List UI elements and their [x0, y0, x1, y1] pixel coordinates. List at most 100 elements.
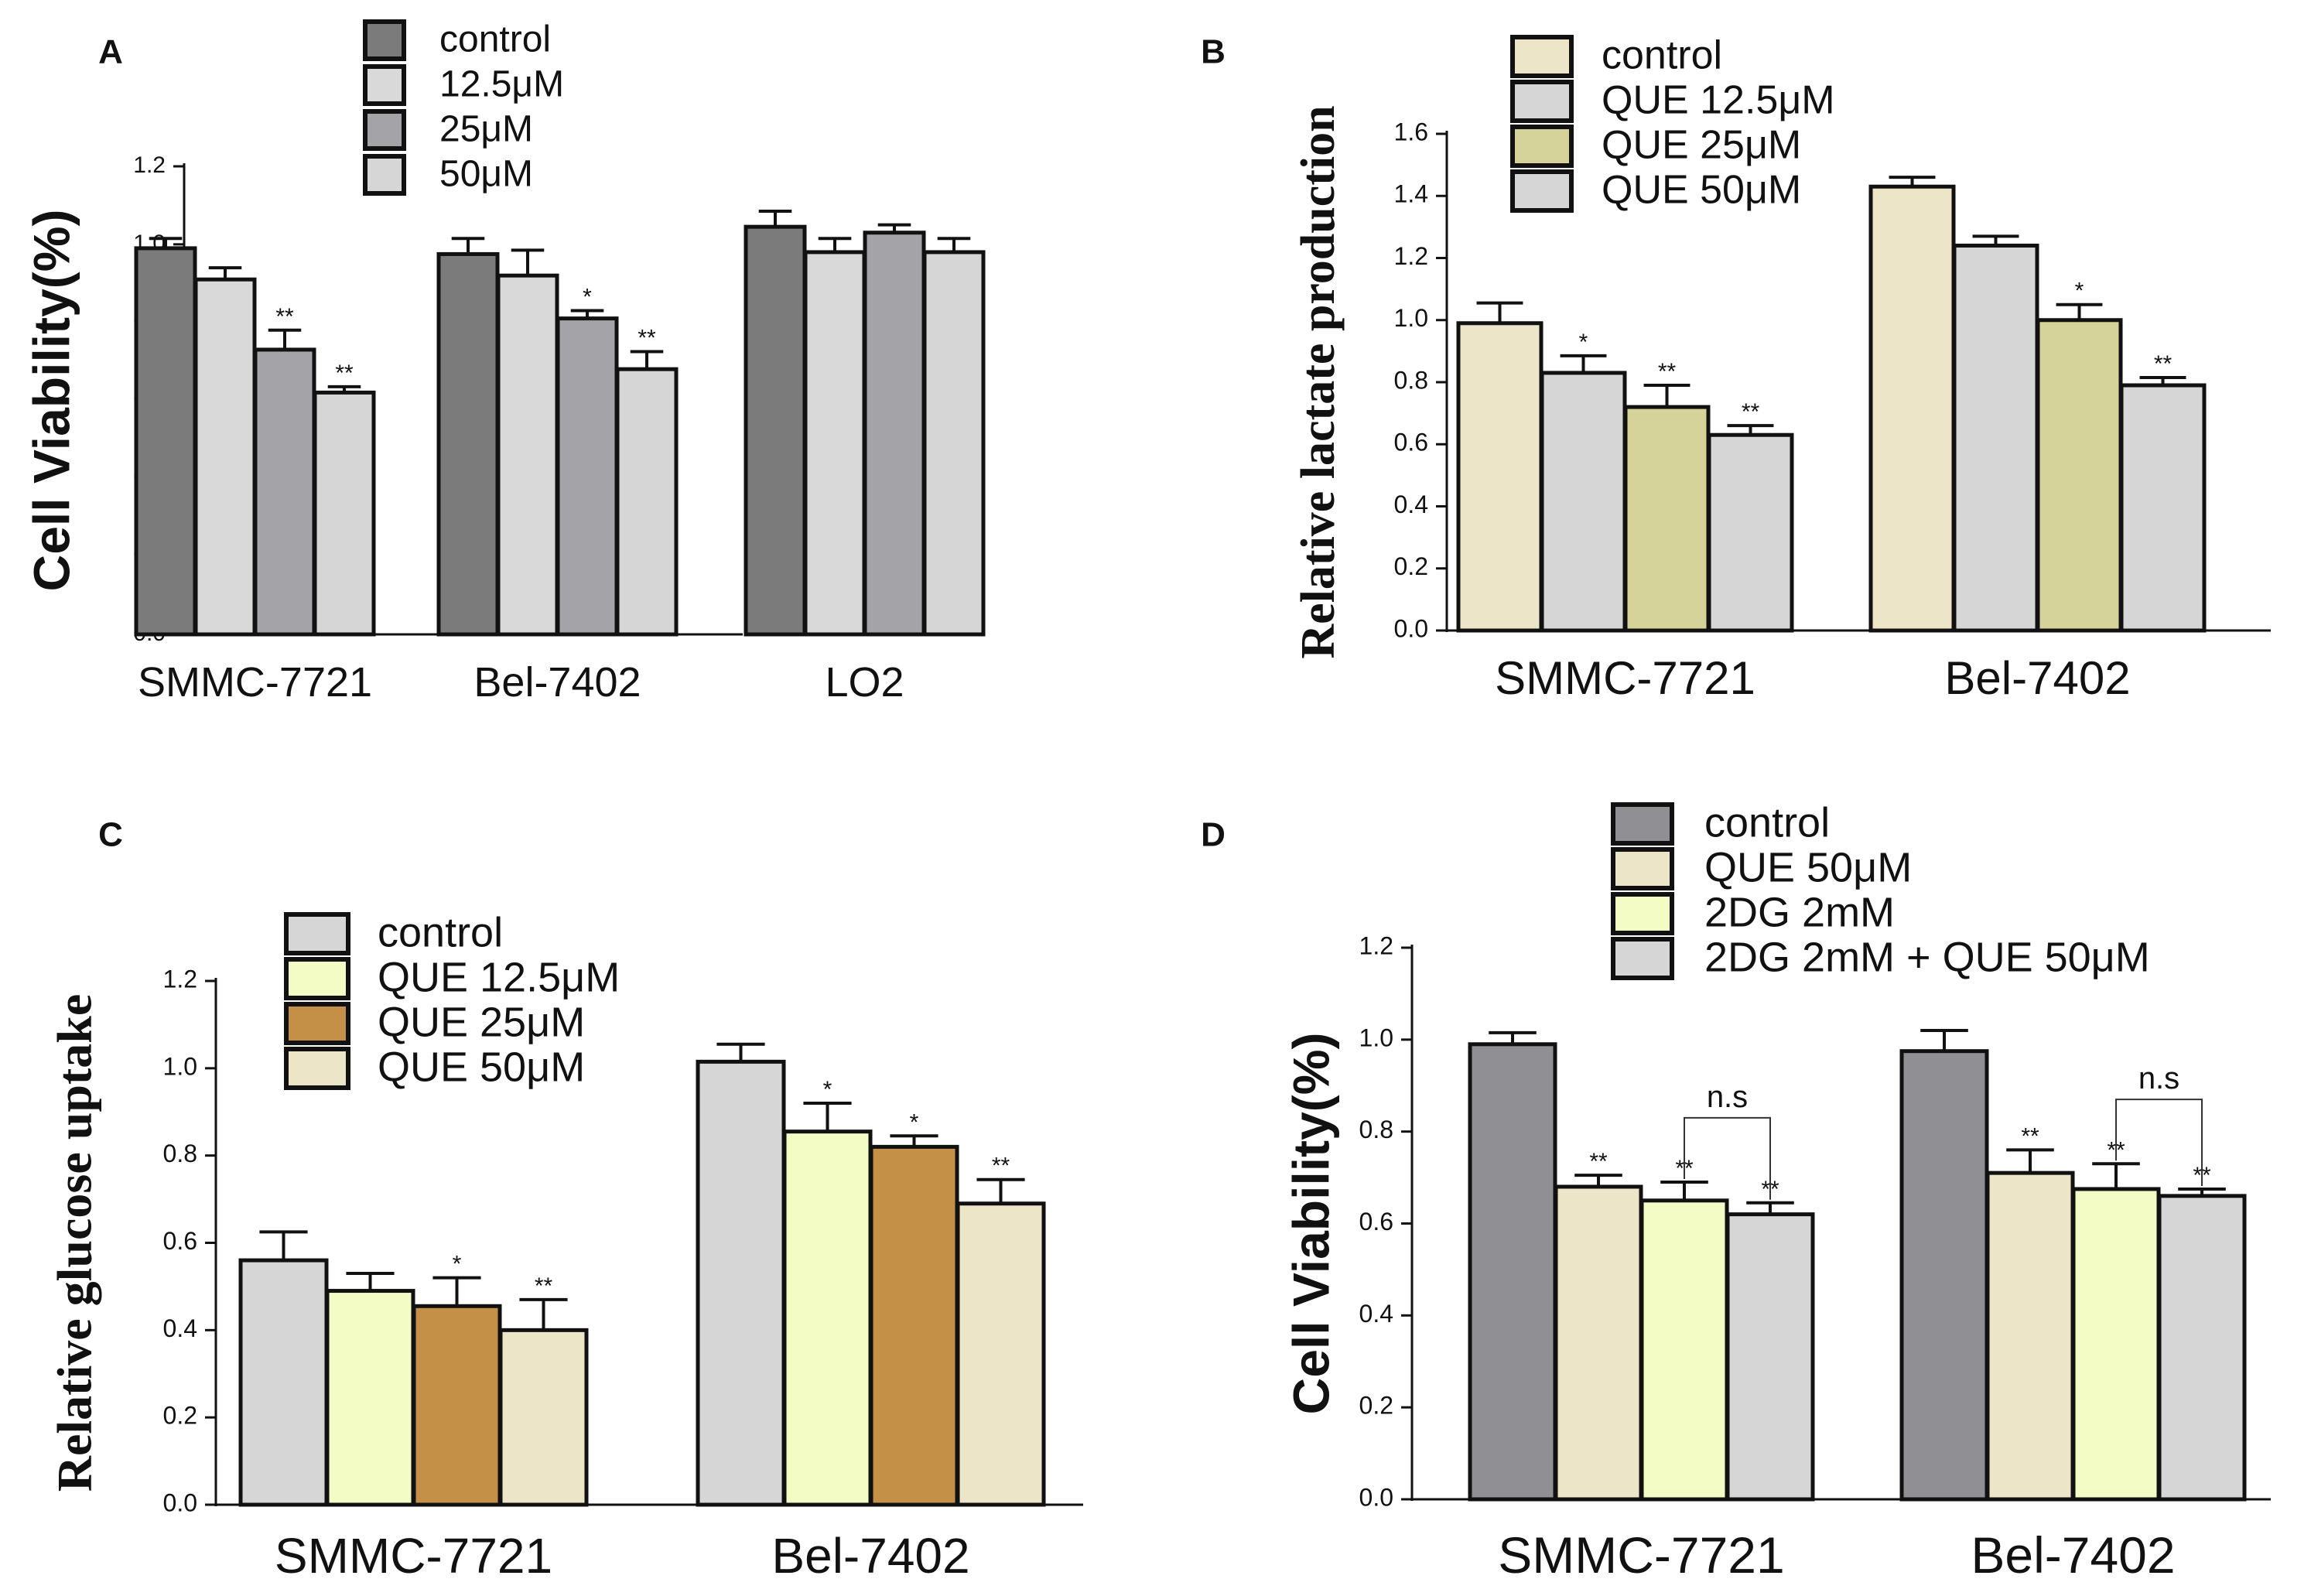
bar [922, 250, 986, 637]
significance-marker: ** [1658, 359, 1677, 384]
y-axis-label: Cell Viability(%) [22, 210, 80, 592]
y-tick-label: 0.4 [163, 1314, 197, 1342]
bar [1639, 1198, 1729, 1502]
panel-letter: A [98, 33, 123, 71]
bar [1725, 1212, 1815, 1502]
significance-marker: * [910, 1109, 919, 1135]
bar [193, 277, 257, 637]
x-tick-label: Bel-7402 [1944, 652, 2130, 704]
bar [615, 367, 679, 637]
significance-marker: * [2075, 279, 2084, 304]
significance-marker: * [583, 285, 592, 310]
legend-swatch [1510, 169, 1574, 213]
bar [956, 1201, 1046, 1507]
panel-letter: D [1201, 816, 1226, 854]
significance-marker: ** [2154, 351, 2173, 377]
legend-swatch [1510, 35, 1574, 78]
y-tick-label: 0.2 [1394, 552, 1428, 580]
x-tick-label: SMMC-7721 [1495, 652, 1755, 704]
legend-swatch [1611, 892, 1674, 935]
x-tick-label: SMMC-7721 [138, 659, 372, 706]
y-tick-label: 0.6 [163, 1227, 197, 1255]
significance-marker: ** [638, 325, 656, 350]
significance-marker: ** [335, 361, 354, 386]
y-tick-label: 1.0 [1394, 304, 1428, 332]
y-axis-label: Cell Viability(%) [1282, 1033, 1339, 1415]
bar [313, 390, 376, 637]
legend-label: 12.5μM [439, 64, 564, 105]
legend-label: 2DG 2mM + QUE 50μM [1704, 934, 2150, 980]
y-tick-label: 1.0 [1359, 1024, 1393, 1051]
y-tick-label: 0.0 [1359, 1483, 1393, 1511]
y-tick-label: 0.0 [163, 1488, 197, 1516]
panel-b: B Relative lactate production 0.0 0.2 0.4 0.6… [1201, 33, 2271, 704]
bar [803, 250, 867, 637]
significance-marker: ** [1742, 399, 1760, 425]
bar [696, 1059, 786, 1507]
y-axis-label: Relative lactate production [1292, 105, 1345, 658]
bar [2071, 1187, 2161, 1502]
legend-label: control [439, 19, 551, 60]
legend-swatch [1611, 802, 1674, 846]
bar [869, 1144, 959, 1507]
panel-letter: C [98, 816, 123, 854]
x-tick-label: Bel-7402 [1971, 1526, 2175, 1584]
legend-swatch [363, 19, 406, 61]
y-tick-label: 1.6 [1394, 118, 1428, 145]
bar [134, 246, 197, 637]
legend-swatch [1510, 125, 1574, 168]
bar [1554, 1184, 1643, 1502]
y-tick-label: 0.6 [1394, 429, 1428, 456]
y-axis-label: Relative glucose uptake [47, 994, 102, 1492]
bar [2119, 383, 2207, 633]
y-tick-label: 1.4 [1394, 180, 1428, 208]
legend-swatch [284, 957, 350, 1000]
legend-label: 50μM [439, 154, 533, 195]
y-tick-label: 1.2 [163, 965, 197, 993]
significance-marker: ** [275, 304, 294, 330]
legend-swatch [363, 64, 406, 106]
y-tick-label: 0.2 [163, 1402, 197, 1430]
bar [556, 316, 619, 637]
significance-marker: * [453, 1252, 462, 1277]
bar [1952, 243, 2039, 633]
bar [1868, 184, 1956, 633]
significance-marker: * [823, 1077, 832, 1102]
legend-label: control [378, 909, 503, 955]
ns-label: n.s [1707, 1080, 1748, 1114]
legend-swatch [1510, 80, 1574, 123]
bar [782, 1130, 873, 1507]
significance-marker: ** [992, 1153, 1010, 1179]
x-tick-label: SMMC-7721 [1498, 1526, 1784, 1584]
bar [498, 1328, 589, 1507]
significance-marker: ** [535, 1273, 553, 1299]
y-tick-label: 0.0 [1394, 614, 1428, 642]
legend-label: control [1602, 33, 1722, 78]
bar [2157, 1194, 2247, 1502]
bar [1540, 371, 1627, 633]
y-tick-label: 1.2 [133, 152, 166, 178]
bar [1456, 321, 1544, 633]
y-tick-label: 0.8 [1359, 1116, 1393, 1143]
bar [496, 273, 559, 637]
ns-bracket [2115, 1099, 2203, 1186]
legend-swatch [284, 912, 350, 955]
legend-label: QUE 50μM [378, 1044, 585, 1090]
legend-label: 2DG 2mM [1704, 889, 1895, 935]
bar [1623, 405, 1711, 633]
y-tick-label: 0.4 [1394, 490, 1428, 518]
y-tick-label: 1.0 [163, 1052, 197, 1080]
significance-marker: ** [1589, 1149, 1608, 1174]
legend-label: control [1704, 799, 1830, 846]
y-tick-label: 1.2 [1359, 931, 1393, 959]
legend-swatch [284, 1047, 350, 1090]
panel-c: C Relative glucose uptake 0.0 0.2 0.4 0.6 0.8 1… [47, 816, 1083, 1584]
x-tick-label: Bel-7402 [771, 1528, 969, 1584]
legend-label: QUE 50μM [1602, 168, 1801, 213]
bar [325, 1289, 415, 1507]
ns-label: n.s [2138, 1061, 2179, 1095]
legend-label: 25μM [439, 109, 533, 150]
ns-bracket [1684, 1116, 1771, 1200]
y-tick-label: 0.8 [1394, 366, 1428, 394]
